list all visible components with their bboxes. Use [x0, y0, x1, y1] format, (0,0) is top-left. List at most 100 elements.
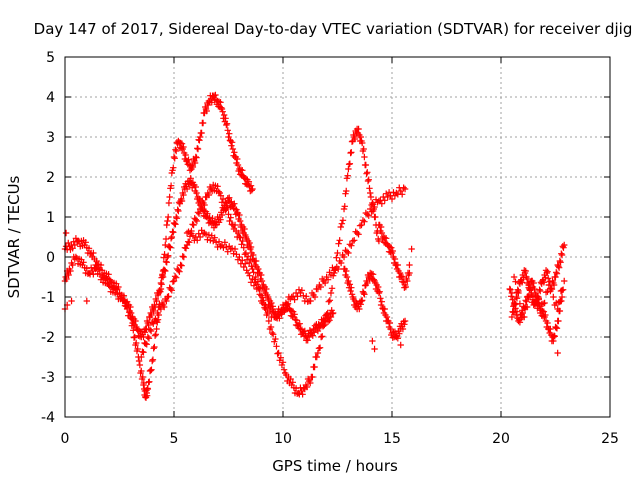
data-point-arc-A	[177, 139, 184, 147]
data-point-arc-A	[236, 171, 244, 178]
data-point-arc-B	[249, 265, 256, 273]
data-point-arc-D	[345, 249, 352, 257]
y-tick-label: -3	[41, 370, 55, 386]
data-point-arc-D	[265, 301, 272, 309]
data-point-arc-A	[231, 149, 238, 156]
data-point-arc-E	[367, 269, 374, 277]
data-point-arc-A	[196, 133, 204, 141]
data-point-arc-B	[345, 165, 352, 173]
data-point-arc-A	[241, 175, 248, 182]
data-point-arc-B	[343, 187, 350, 195]
data-point-arc-A	[249, 185, 256, 193]
data-point-arc-B	[364, 169, 371, 176]
data-point-arc-C	[255, 265, 262, 273]
data-point-arc-C	[296, 320, 303, 327]
grid-lines	[65, 57, 610, 417]
data-point-arc-A	[214, 97, 221, 105]
data-point-arc-E	[357, 301, 364, 308]
data-point-arc-C	[277, 309, 285, 317]
data-point-arc-C	[300, 333, 308, 340]
data-point-arc-I	[535, 302, 542, 309]
data-point-arc-B	[146, 326, 154, 333]
data-point-arc-B	[364, 177, 372, 185]
data-point-arc-C	[220, 205, 228, 213]
data-point-arc-A	[86, 250, 94, 257]
data-point-arc-G	[509, 296, 516, 303]
data-point-arc-C	[197, 197, 205, 205]
data-point-arc-B	[363, 170, 370, 177]
data-point-arc-A	[194, 145, 201, 152]
data-point-arc-B	[287, 375, 294, 383]
data-point-arc-D	[185, 228, 192, 235]
data-point-arc-D	[215, 238, 223, 245]
y-tick-label: -2	[41, 330, 55, 346]
y-tick-label: 0	[46, 250, 55, 266]
data-point-arc-B	[237, 234, 244, 241]
data-point-arc-A	[211, 97, 218, 104]
data-point-arc-B	[138, 353, 145, 361]
data-point-arc-E	[378, 298, 386, 305]
data-point-arc-B	[192, 216, 199, 223]
data-point-arc-C	[269, 303, 277, 310]
data-point-arc-A	[153, 325, 160, 333]
data-point-arc-A	[148, 366, 155, 373]
data-point-arc-E	[377, 295, 384, 302]
data-point-arc-D	[196, 233, 204, 241]
data-point-arc-C	[258, 271, 265, 279]
data-point-arc-B	[157, 305, 165, 313]
data-point-arc-B	[341, 203, 348, 210]
data-point-arc-G	[522, 297, 529, 304]
data-point-arc-I	[539, 300, 547, 307]
data-point-arc-A	[223, 120, 231, 127]
data-point-arc-H	[553, 270, 561, 277]
data-point-arc-B	[163, 297, 170, 305]
data-point-arc-I	[528, 289, 535, 297]
x-tick-label: 5	[170, 431, 179, 447]
data-point-arc-A	[183, 157, 191, 165]
data-point-arc-C	[159, 273, 167, 281]
data-point-arc-C	[291, 311, 298, 318]
data-point-arc-C	[163, 259, 170, 266]
data-point-arc-B	[269, 331, 277, 338]
data-point-arc-B	[178, 262, 185, 269]
data-point-arc-A	[97, 261, 105, 269]
x-tick-labels: 0 5 10 15 20 25	[61, 431, 619, 447]
data-point-arc-B	[231, 221, 239, 229]
data-point-outliers	[406, 261, 413, 269]
data-point-arc-I	[510, 273, 518, 281]
data-point-arc-C	[175, 207, 182, 215]
data-point-arc-A	[149, 357, 156, 365]
data-point-arc-C	[162, 258, 170, 265]
data-point-arc-B	[311, 363, 318, 371]
y-tick-labels: -4 -3 -2 -1 0 1 2 3 4 5	[41, 50, 55, 426]
data-point-arc-I	[558, 287, 566, 294]
data-point-arc-A	[65, 239, 72, 247]
data-point-arc-B	[239, 237, 246, 245]
data-point-arc-C	[120, 292, 128, 299]
data-point-arc-D	[252, 279, 259, 286]
y-tick-label: 2	[46, 170, 55, 186]
data-point-arc-B	[246, 259, 253, 267]
data-point-arc-B	[367, 189, 374, 197]
data-point-arc-C	[309, 332, 316, 339]
data-point-arc-A	[219, 108, 226, 115]
data-point-arc-C	[172, 213, 180, 221]
data-point-arc-A	[248, 187, 255, 194]
data-point-arc-D	[271, 313, 278, 321]
data-point-arc-A	[178, 140, 186, 147]
y-tick-label: 1	[46, 210, 55, 226]
data-point-arc-D	[343, 248, 351, 255]
data-point-arc-B	[238, 241, 245, 248]
data-point-arc-A	[170, 153, 178, 161]
data-point-arc-F	[377, 223, 385, 231]
data-point-arc-E	[343, 273, 351, 281]
data-point-arc-I	[542, 289, 550, 296]
data-point-arc-A	[234, 161, 242, 169]
data-point-arc-I	[559, 286, 567, 293]
data-point-arc-B	[366, 185, 373, 192]
data-point-arc-D	[223, 243, 230, 251]
data-point-arc-D	[256, 291, 263, 298]
data-point-arc-A	[210, 92, 218, 99]
data-point-arc-C	[65, 271, 72, 279]
y-tick-label: -4	[41, 410, 55, 426]
